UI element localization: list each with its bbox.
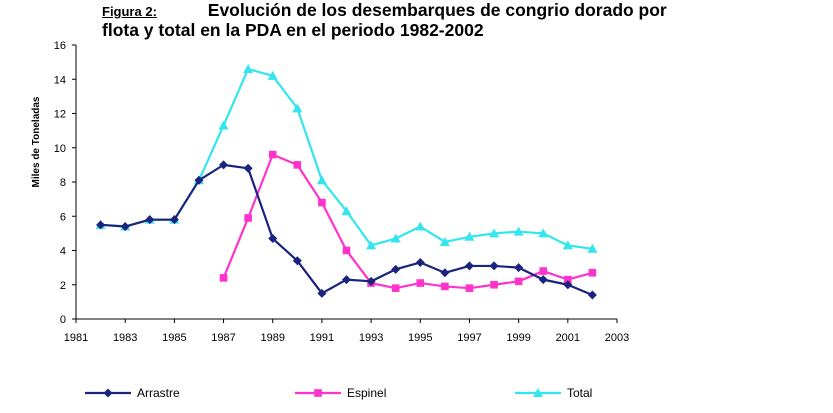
data-point-arrastre bbox=[268, 234, 278, 244]
x-tick-label: 1995 bbox=[408, 332, 432, 344]
data-point-arrastre bbox=[440, 268, 450, 278]
data-point-arrastre bbox=[145, 215, 155, 225]
x-tick-label: 1989 bbox=[260, 332, 284, 344]
data-point-arrastre bbox=[489, 261, 499, 271]
data-point-espinel bbox=[441, 282, 449, 291]
data-point-arrastre bbox=[169, 215, 179, 225]
y-tick-label: 6 bbox=[60, 211, 66, 223]
data-point-total bbox=[267, 70, 278, 80]
y-tick-label: 14 bbox=[54, 74, 66, 86]
x-tick-label: 2003 bbox=[605, 332, 629, 344]
legend-marker-espinel bbox=[314, 389, 322, 397]
figure-title-line-1: Evolución de los desembarques de congrio… bbox=[207, 0, 667, 20]
data-point-espinel bbox=[514, 277, 523, 286]
data-point-arrastre bbox=[464, 261, 474, 271]
data-point-total bbox=[513, 226, 524, 236]
data-point-arrastre bbox=[243, 163, 253, 173]
y-axis-label: Miles de Toneladas bbox=[31, 96, 42, 187]
data-point-arrastre bbox=[194, 175, 204, 185]
x-tick-label: 1987 bbox=[211, 332, 235, 344]
legend-marker-total bbox=[533, 388, 543, 397]
data-point-total bbox=[341, 206, 352, 216]
data-point-total bbox=[243, 63, 254, 73]
series-line-espinel bbox=[222, 153, 593, 290]
x-tick-label: 1985 bbox=[162, 332, 186, 344]
data-point-arrastre bbox=[342, 275, 351, 285]
data-point-total bbox=[292, 103, 303, 113]
x-tick-label: 1991 bbox=[310, 332, 334, 344]
data-point-arrastre bbox=[120, 222, 130, 232]
x-tick-label: 2001 bbox=[556, 332, 580, 344]
data-point-espinel bbox=[244, 214, 252, 222]
data-point-espinel bbox=[416, 279, 425, 287]
data-point-arrastre bbox=[219, 160, 229, 170]
figure-label: Figura 2: bbox=[102, 4, 157, 19]
figure-title-line-2: flota y total en la PDA en el periodo 19… bbox=[102, 20, 484, 40]
data-point-total bbox=[439, 236, 450, 246]
x-tick-label: 1983 bbox=[113, 332, 137, 344]
data-point-arrastre bbox=[292, 256, 302, 266]
data-point-total bbox=[366, 240, 377, 250]
data-point-total bbox=[218, 120, 229, 130]
data-point-espinel bbox=[588, 268, 597, 277]
data-point-arrastre bbox=[587, 290, 597, 300]
data-point-total bbox=[390, 233, 401, 243]
legend-label-espinel: Espinel bbox=[347, 386, 386, 400]
data-point-arrastre bbox=[366, 276, 376, 286]
series-arrastre bbox=[96, 160, 597, 300]
legend-item-arrastre: Arrastre bbox=[85, 386, 180, 400]
data-point-espinel bbox=[342, 246, 351, 255]
x-tick-label: 1981 bbox=[64, 332, 88, 344]
x-tick-label: 1999 bbox=[506, 332, 530, 344]
y-tick-label: 2 bbox=[60, 280, 66, 292]
data-point-total bbox=[489, 228, 500, 238]
figure-caption: Figura 2: Evolución de los desembarques … bbox=[102, 1, 802, 40]
y-tick-label: 16 bbox=[54, 40, 66, 52]
data-point-arrastre bbox=[391, 264, 401, 274]
data-point-espinel bbox=[490, 280, 498, 289]
data-point-espinel bbox=[268, 150, 277, 159]
data-point-espinel bbox=[465, 284, 474, 292]
legend-item-total: Total bbox=[515, 386, 592, 400]
y-tick-label: 4 bbox=[60, 246, 66, 258]
data-point-espinel bbox=[318, 198, 326, 207]
y-tick-label: 12 bbox=[54, 109, 66, 121]
data-point-total bbox=[415, 221, 426, 231]
series-espinel bbox=[219, 150, 597, 292]
data-point-total bbox=[316, 175, 327, 185]
legend-marker-arrastre bbox=[103, 388, 113, 398]
data-point-arrastre bbox=[415, 257, 425, 267]
data-point-total bbox=[562, 240, 573, 250]
legend-label-arrastre: Arrastre bbox=[137, 386, 180, 400]
y-tick-label: 10 bbox=[54, 143, 66, 155]
data-point-espinel bbox=[564, 275, 572, 284]
data-point-espinel bbox=[219, 274, 228, 282]
x-tick-label: 1993 bbox=[359, 332, 383, 344]
data-point-arrastre bbox=[317, 288, 327, 298]
legend-item-espinel: Espinel bbox=[295, 386, 386, 400]
data-point-total bbox=[538, 228, 549, 238]
data-point-espinel bbox=[293, 161, 302, 169]
data-point-arrastre bbox=[563, 280, 573, 290]
y-tick-label: 8 bbox=[60, 177, 66, 189]
data-point-arrastre bbox=[514, 263, 524, 273]
data-point-espinel bbox=[539, 267, 548, 275]
data-point-espinel bbox=[391, 284, 400, 292]
data-point-arrastre bbox=[96, 220, 106, 230]
legend-label-total: Total bbox=[567, 386, 592, 400]
data-point-total bbox=[587, 243, 598, 253]
data-point-total bbox=[464, 231, 475, 241]
y-tick-label: 0 bbox=[60, 314, 66, 326]
x-tick-label: 1997 bbox=[457, 332, 481, 344]
data-point-arrastre bbox=[538, 275, 548, 285]
series-total bbox=[95, 63, 598, 253]
